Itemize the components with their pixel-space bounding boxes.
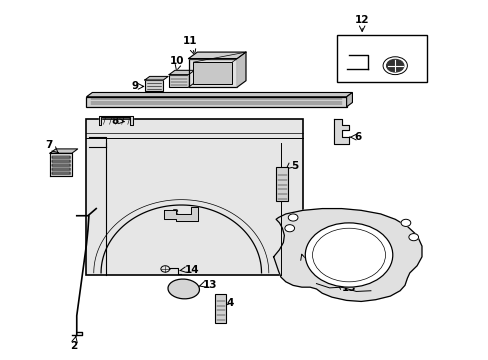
Circle shape: [386, 59, 403, 72]
Polygon shape: [99, 116, 132, 125]
Polygon shape: [188, 52, 245, 59]
Circle shape: [305, 223, 392, 287]
Polygon shape: [52, 168, 70, 170]
Bar: [188, 59, 237, 87]
Polygon shape: [144, 76, 168, 80]
Polygon shape: [346, 93, 352, 107]
Polygon shape: [273, 208, 421, 301]
Polygon shape: [50, 149, 78, 153]
Ellipse shape: [168, 279, 199, 299]
Bar: [336, 35, 426, 82]
Circle shape: [400, 219, 410, 226]
Polygon shape: [169, 70, 194, 75]
Polygon shape: [164, 207, 198, 221]
Bar: [193, 62, 232, 84]
Text: 10: 10: [170, 56, 184, 66]
Polygon shape: [237, 52, 245, 87]
Polygon shape: [188, 70, 194, 87]
Text: 4: 4: [226, 298, 233, 308]
Text: 9: 9: [131, 81, 138, 91]
Text: 3: 3: [171, 209, 179, 219]
Text: 15: 15: [341, 283, 356, 293]
Text: 8: 8: [112, 116, 119, 126]
Text: 13: 13: [203, 280, 217, 291]
Text: 6: 6: [353, 132, 361, 142]
Polygon shape: [334, 119, 348, 144]
Polygon shape: [50, 153, 72, 176]
Circle shape: [285, 225, 294, 232]
Bar: [276, 167, 287, 202]
Polygon shape: [86, 93, 352, 97]
Bar: [86, 119, 302, 275]
Text: 12: 12: [354, 15, 368, 24]
Bar: [86, 97, 346, 107]
Bar: [144, 80, 163, 91]
Circle shape: [287, 214, 297, 221]
Text: 7: 7: [45, 140, 53, 150]
Text: 11: 11: [183, 36, 197, 46]
Polygon shape: [52, 164, 70, 166]
Text: 2: 2: [70, 342, 77, 351]
Bar: [215, 294, 225, 323]
Text: 1: 1: [303, 253, 310, 263]
Polygon shape: [52, 160, 70, 162]
Text: 5: 5: [290, 161, 297, 171]
Polygon shape: [52, 156, 70, 158]
Circle shape: [408, 234, 418, 241]
Bar: [169, 75, 188, 87]
Text: 14: 14: [184, 265, 199, 275]
Polygon shape: [52, 172, 70, 174]
